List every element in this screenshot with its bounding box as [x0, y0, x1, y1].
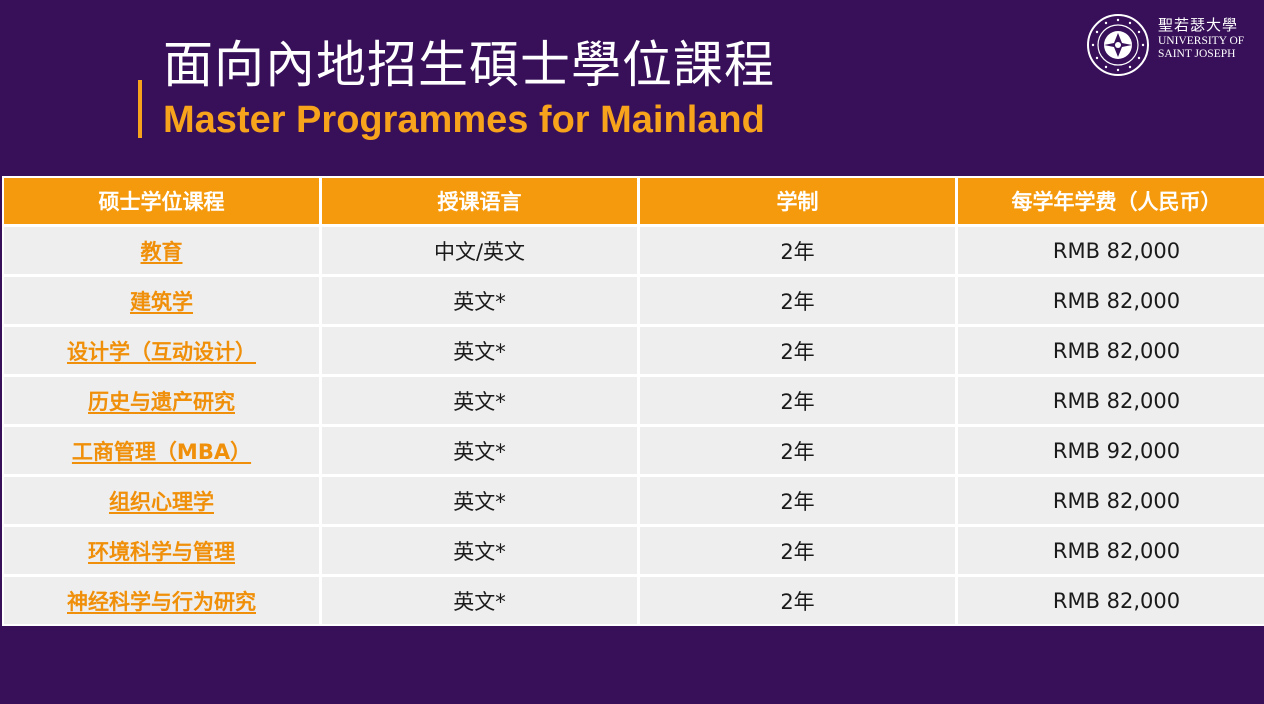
- programme-link[interactable]: 设计学（互动设计）: [67, 339, 256, 364]
- table-body: 教育 中文/英文 2年 RMB 82,000 建筑学 英文* 2年 RMB 82,000 设计学…: [4, 227, 1264, 624]
- duration-cell: 2年: [640, 277, 955, 324]
- university-name: 聖若瑟大學 UNIVERSITY OF SAINT JOSEPH: [1158, 17, 1244, 61]
- programme-cell: 历史与遗产研究: [4, 377, 319, 424]
- table-row: 工商管理（MBA） 英文* 2年 RMB 92,000: [4, 427, 1264, 474]
- programme-table: 硕士学位课程 授课语言 学制 每学年学费（人民币） 教育 中文/英文 2年 RMB 8…: [1, 175, 1264, 627]
- fee-cell: RMB 82,000: [958, 527, 1264, 574]
- language-cell: 英文*: [322, 427, 637, 474]
- fee-cell: RMB 82,000: [958, 577, 1264, 624]
- table-header-row: 硕士学位课程 授课语言 学制 每学年学费（人民币）: [4, 178, 1264, 224]
- language-cell: 英文*: [322, 277, 637, 324]
- page-title-chinese: 面向內地招生碩士學位課程: [163, 36, 775, 94]
- language-cell: 英文*: [322, 577, 637, 624]
- column-header-fee: 每学年学费（人民币）: [958, 178, 1264, 224]
- programme-link[interactable]: 环境科学与管理: [88, 539, 235, 564]
- table-row: 历史与遗产研究 英文* 2年 RMB 82,000: [4, 377, 1264, 424]
- programme-link[interactable]: 历史与遗产研究: [88, 389, 235, 414]
- page-title-english: Master Programmes for Mainland: [163, 99, 765, 141]
- language-cell: 英文*: [322, 527, 637, 574]
- university-name-english-line2: SAINT JOSEPH: [1158, 48, 1236, 60]
- programme-table-container: 硕士学位课程 授课语言 学制 每学年学费（人民币） 教育 中文/英文 2年 RMB 8…: [2, 176, 1264, 626]
- university-seal-icon: [1087, 14, 1149, 76]
- fee-cell: RMB 82,000: [958, 377, 1264, 424]
- programme-cell: 设计学（互动设计）: [4, 327, 319, 374]
- programme-cell: 环境科学与管理: [4, 527, 319, 574]
- language-cell: 中文/英文: [322, 227, 637, 274]
- university-logo: 聖若瑟大學 UNIVERSITY OF SAINT JOSEPH: [1086, 13, 1256, 79]
- duration-cell: 2年: [640, 227, 955, 274]
- column-header-language: 授课语言: [322, 178, 637, 224]
- table-row: 环境科学与管理 英文* 2年 RMB 82,000: [4, 527, 1264, 574]
- programme-link[interactable]: 神经科学与行为研究: [67, 589, 256, 614]
- table-row: 神经科学与行为研究 英文* 2年 RMB 82,000: [4, 577, 1264, 624]
- programme-cell: 组织心理学: [4, 477, 319, 524]
- table-row: 组织心理学 英文* 2年 RMB 82,000: [4, 477, 1264, 524]
- table-row: 教育 中文/英文 2年 RMB 82,000: [4, 227, 1264, 274]
- duration-cell: 2年: [640, 577, 955, 624]
- programme-link[interactable]: 组织心理学: [109, 489, 214, 514]
- programme-link[interactable]: 工商管理（MBA）: [71, 439, 252, 464]
- programme-cell: 建筑学: [4, 277, 319, 324]
- language-cell: 英文*: [322, 327, 637, 374]
- title-accent-bar: [138, 80, 142, 138]
- fee-cell: RMB 92,000: [958, 427, 1264, 474]
- fee-cell: RMB 82,000: [958, 227, 1264, 274]
- duration-cell: 2年: [640, 377, 955, 424]
- fee-cell: RMB 82,000: [958, 477, 1264, 524]
- language-cell: 英文*: [322, 477, 637, 524]
- column-header-programme: 硕士学位课程: [4, 178, 319, 224]
- programme-cell: 神经科学与行为研究: [4, 577, 319, 624]
- duration-cell: 2年: [640, 477, 955, 524]
- university-name-chinese: 聖若瑟大學: [1158, 18, 1239, 34]
- university-name-english-line1: UNIVERSITY OF: [1158, 35, 1245, 47]
- fee-cell: RMB 82,000: [958, 277, 1264, 324]
- programme-cell: 工商管理（MBA）: [4, 427, 319, 474]
- duration-cell: 2年: [640, 527, 955, 574]
- table-row: 建筑学 英文* 2年 RMB 82,000: [4, 277, 1264, 324]
- language-cell: 英文*: [322, 377, 637, 424]
- duration-cell: 2年: [640, 327, 955, 374]
- programme-link[interactable]: 教育: [140, 239, 183, 264]
- column-header-duration: 学制: [640, 178, 955, 224]
- duration-cell: 2年: [640, 427, 955, 474]
- programme-cell: 教育: [4, 227, 319, 274]
- fee-cell: RMB 82,000: [958, 327, 1264, 374]
- programme-link[interactable]: 建筑学: [130, 289, 193, 314]
- table-row: 设计学（互动设计） 英文* 2年 RMB 82,000: [4, 327, 1264, 374]
